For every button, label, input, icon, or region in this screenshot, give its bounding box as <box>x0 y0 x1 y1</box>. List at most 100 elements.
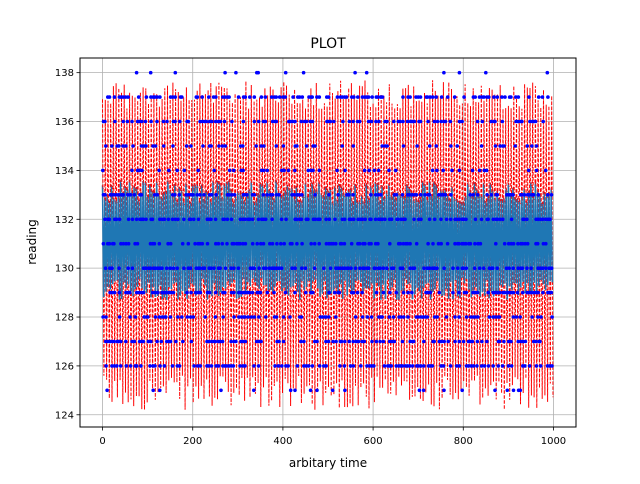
data-point <box>234 70 238 75</box>
data-point <box>155 95 159 99</box>
data-point <box>126 241 131 246</box>
data-point <box>249 315 254 319</box>
data-point <box>223 290 227 295</box>
data-point <box>332 119 336 124</box>
data-point <box>263 119 268 124</box>
data-point <box>203 315 207 319</box>
data-point <box>416 315 421 319</box>
data-point <box>212 266 216 271</box>
data-point <box>437 193 441 197</box>
data-point <box>513 144 517 148</box>
data-point <box>439 217 443 222</box>
data-point <box>344 95 349 99</box>
data-point <box>213 315 218 319</box>
data-point <box>173 119 177 124</box>
data-point <box>442 339 447 344</box>
data-point <box>143 119 148 124</box>
data-point <box>388 241 392 246</box>
data-point <box>247 217 252 222</box>
data-point <box>207 95 211 99</box>
data-point <box>312 266 317 271</box>
data-point <box>121 119 125 124</box>
data-point <box>387 168 391 173</box>
data-point <box>400 193 405 197</box>
data-point <box>401 315 406 319</box>
data-point <box>144 217 148 222</box>
data-point <box>430 95 435 99</box>
data-point <box>158 217 162 222</box>
data-point <box>327 290 332 295</box>
data-point <box>342 217 347 222</box>
data-point <box>237 315 241 319</box>
data-point <box>520 241 525 246</box>
x-tick-label: 600 <box>364 436 383 447</box>
data-point <box>101 315 105 319</box>
data-point <box>410 364 415 368</box>
data-point <box>473 315 478 319</box>
data-point <box>243 364 247 368</box>
data-point <box>204 119 209 124</box>
data-point <box>369 217 373 222</box>
data-point <box>351 193 355 197</box>
data-point <box>369 315 374 319</box>
data-point <box>131 144 135 148</box>
data-point <box>262 144 266 148</box>
data-point <box>338 364 342 368</box>
data-point <box>153 315 158 319</box>
data-point <box>158 388 162 393</box>
data-point <box>330 388 335 393</box>
data-point <box>491 217 496 222</box>
data-point <box>281 339 286 344</box>
data-point <box>265 290 270 295</box>
data-point <box>105 339 110 344</box>
data-point <box>489 193 494 197</box>
data-point <box>315 339 319 344</box>
data-point <box>353 70 357 75</box>
data-point <box>476 315 480 319</box>
data-point <box>396 217 400 222</box>
data-point <box>293 168 297 173</box>
data-point <box>406 315 410 319</box>
data-point <box>435 168 439 173</box>
data-point <box>491 364 496 368</box>
data-point <box>243 339 248 344</box>
data-point <box>546 95 550 99</box>
data-point <box>369 193 373 197</box>
data-point <box>511 193 515 197</box>
data-point <box>152 193 157 197</box>
data-point <box>126 193 130 197</box>
data-point <box>124 241 128 246</box>
data-point <box>347 339 352 344</box>
data-point <box>405 119 410 124</box>
y-tick-label: 124 <box>55 410 74 421</box>
data-point <box>243 241 248 246</box>
data-point <box>113 119 117 124</box>
data-point <box>431 241 435 246</box>
data-point <box>362 339 367 344</box>
data-point <box>189 339 194 344</box>
data-point <box>126 266 130 271</box>
data-point <box>464 241 468 246</box>
data-point <box>223 266 228 271</box>
data-point <box>123 95 128 99</box>
data-point <box>536 290 540 295</box>
data-point <box>527 193 531 197</box>
data-point <box>401 144 406 148</box>
data-point <box>351 364 356 368</box>
data-point <box>372 364 376 368</box>
data-point <box>529 266 533 271</box>
data-point <box>479 144 484 148</box>
data-point <box>460 388 465 393</box>
data-point <box>193 241 197 246</box>
data-point <box>401 290 406 295</box>
data-point <box>324 339 328 344</box>
data-point <box>406 290 410 295</box>
data-point <box>374 290 379 295</box>
data-point <box>256 119 261 124</box>
data-point <box>149 119 153 124</box>
data-point <box>137 119 141 124</box>
data-point <box>263 217 268 222</box>
data-point <box>173 217 178 222</box>
data-point <box>378 266 382 271</box>
data-point <box>426 290 430 295</box>
